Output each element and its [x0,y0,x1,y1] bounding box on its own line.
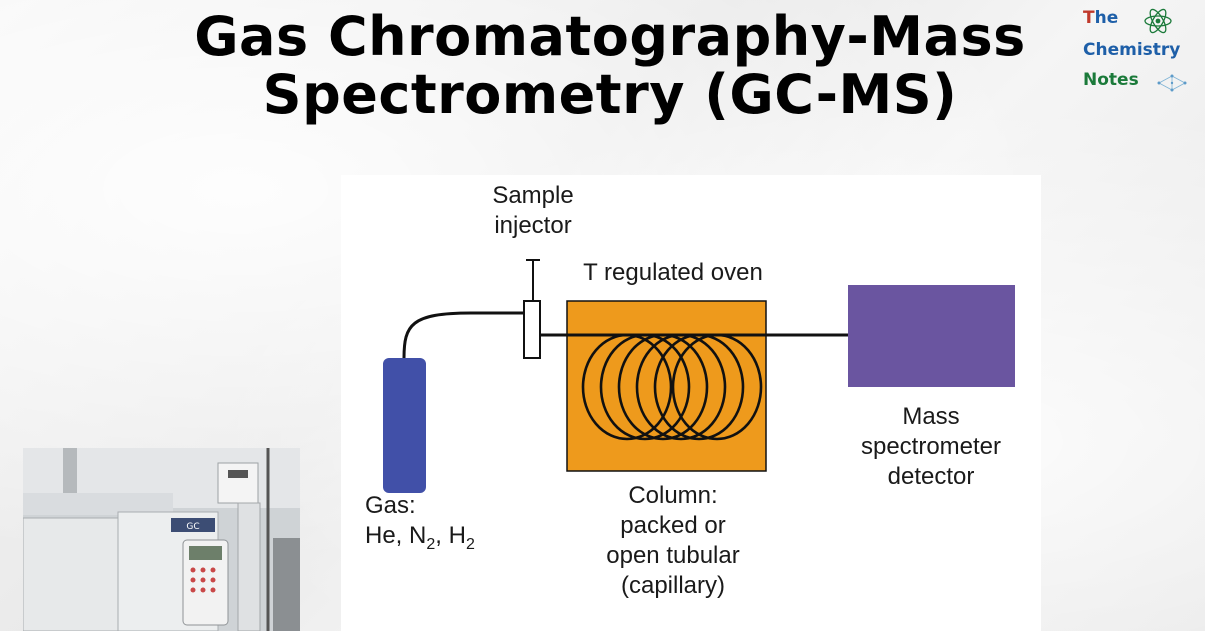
oven-label: T regulated oven [583,259,763,286]
gas-line [402,311,524,359]
gas-label: Gas: He, N2, H2 [365,492,475,553]
column-coil [581,333,763,441]
logo-line-2: Chemistry [1083,40,1181,60]
gc-ms-diagram: Sample injector T regulated oven Gas: He… [341,175,1041,631]
page-title: Gas Chromatography-Mass Spectrometry (GC… [110,8,1110,124]
column-label: Column: packed or open tubular (capillar… [606,482,740,599]
title-line-1: Gas Chromatography-Mass [194,5,1026,68]
instrument-brand-label: GC [186,522,199,532]
detector-label: Mass spectrometer detector [860,403,1002,490]
diagram-graphics [383,259,1015,493]
gc-instrument-photo: GC [23,448,300,631]
title-line-2: Spectrometry (GC-MS) [262,63,958,126]
mass-spectrometer-detector [848,285,1015,387]
sample-injector-label: Sample injector [492,182,574,239]
molecule-dots-icon [1157,74,1187,92]
oven [566,300,767,472]
instrument-illustration: GC [23,448,300,631]
logo-line-3: Notes [1083,70,1139,90]
gas-tank [383,358,426,493]
logo-line-1: The [1083,8,1119,28]
atom-icon [1144,8,1172,34]
brand-logo: The Chemistry Notes [1083,6,1201,98]
sample-injector [523,300,541,359]
